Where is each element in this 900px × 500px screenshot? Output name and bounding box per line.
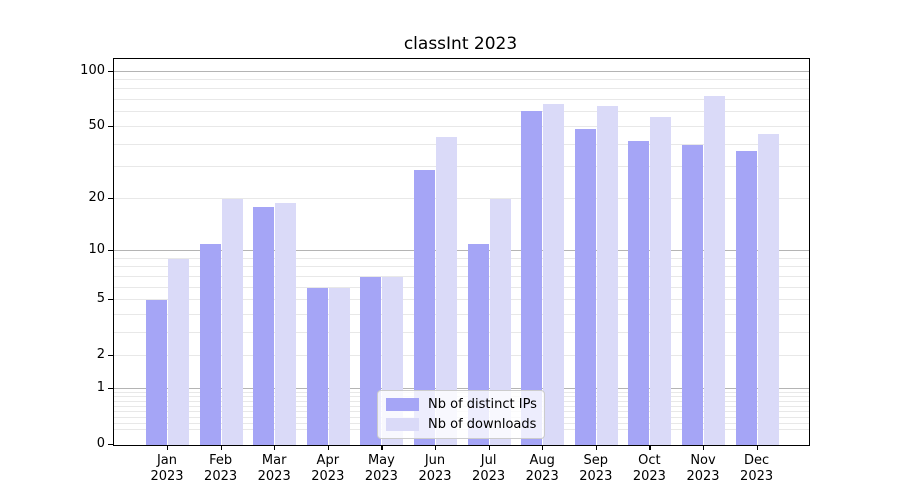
y-tick-label: 1 xyxy=(96,379,105,395)
bar-downloads-mar xyxy=(275,202,297,445)
gridline xyxy=(114,313,809,315)
legend-item: Nb of downloads xyxy=(386,417,537,432)
y-tick-mark xyxy=(108,250,113,252)
bar-downloads-apr xyxy=(328,287,350,445)
bar-downloads-jun xyxy=(436,137,457,445)
x-tick-mark xyxy=(595,445,598,450)
x-tick-label-jan: Jan 2023 xyxy=(150,453,184,484)
y-tick-label: 2 xyxy=(96,347,105,363)
plot-area xyxy=(113,58,810,446)
y-tick-label: 50 xyxy=(88,117,105,133)
bar-downloads-jul xyxy=(489,198,511,445)
gridline xyxy=(114,286,809,288)
x-tick-label-may: May 2023 xyxy=(364,453,398,484)
gridline xyxy=(114,250,809,251)
bar-downloads-jan xyxy=(168,258,189,445)
x-tick-label-mar: Mar 2023 xyxy=(257,453,291,484)
legend-swatch xyxy=(386,418,419,431)
x-tick-mark xyxy=(381,445,383,450)
gridline xyxy=(114,266,809,268)
x-tick-mark xyxy=(703,445,705,450)
x-tick-mark xyxy=(435,445,437,450)
bar-downloads-aug xyxy=(543,103,565,445)
y-tick-label: 0 xyxy=(96,436,105,451)
bar-distinct-ips-dec xyxy=(735,150,757,445)
x-tick-label-aug: Aug 2023 xyxy=(525,453,559,484)
y-tick-mark xyxy=(108,70,113,72)
gridline xyxy=(114,70,809,72)
gridline xyxy=(114,166,809,168)
x-tick-mark xyxy=(488,445,490,450)
bar-distinct-ips-jun xyxy=(414,169,435,445)
x-tick-mark xyxy=(220,445,222,450)
x-tick-mark xyxy=(167,445,169,450)
y-tick-mark xyxy=(108,299,113,301)
gridline xyxy=(114,387,809,389)
gridline xyxy=(114,299,809,300)
x-tick-mark xyxy=(274,445,276,450)
gridline xyxy=(114,79,809,80)
gridline xyxy=(114,257,809,259)
x-tick-label-feb: Feb 2023 xyxy=(204,453,238,484)
x-tick-mark xyxy=(649,445,651,450)
gridline xyxy=(114,111,809,113)
x-tick-label-oct: Oct 2023 xyxy=(632,453,666,484)
bar-distinct-ips-aug xyxy=(521,111,543,445)
gridline xyxy=(114,197,809,199)
legend-swatch xyxy=(386,398,419,411)
bar-distinct-ips-jan xyxy=(146,300,167,445)
y-tick-label: 5 xyxy=(96,291,105,307)
bar-downloads-sep xyxy=(596,106,618,445)
y-tick-label: 10 xyxy=(88,241,105,257)
x-tick-mark xyxy=(756,445,758,450)
x-tick-label-apr: Apr 2023 xyxy=(311,453,345,484)
x-tick-mark xyxy=(327,445,330,450)
y-tick-label: 100 xyxy=(80,62,105,78)
gridline xyxy=(114,125,809,127)
gridline xyxy=(114,275,809,277)
bar-downloads-feb xyxy=(221,198,243,445)
bar-downloads-nov xyxy=(704,95,725,445)
legend-label: Nb of distinct IPs xyxy=(428,397,537,412)
y-tick-label: 20 xyxy=(88,189,105,205)
x-tick-label-nov: Nov 2023 xyxy=(686,453,720,484)
chart-title: classInt 2023 xyxy=(403,34,518,54)
x-tick-label-jul: Jul 2023 xyxy=(472,453,506,484)
bar-distinct-ips-mar xyxy=(253,206,275,445)
bar-distinct-ips-feb xyxy=(199,243,221,445)
legend: Nb of distinct IPs Nb of downloads xyxy=(377,390,545,439)
gridline xyxy=(114,143,809,145)
bar-distinct-ips-oct xyxy=(628,140,650,445)
bar-distinct-ips-may xyxy=(360,276,382,445)
y-tick-mark xyxy=(108,444,113,446)
bar-distinct-ips-nov xyxy=(682,144,703,445)
y-tick-mark xyxy=(108,125,113,128)
x-tick-label-jun: Jun 2023 xyxy=(418,453,452,484)
bar-downloads-oct xyxy=(650,116,672,445)
bar-distinct-ips-apr xyxy=(306,287,328,445)
legend-label: Nb of downloads xyxy=(428,417,537,432)
x-tick-label-sep: Sep 2023 xyxy=(579,453,613,484)
gridline xyxy=(114,331,809,333)
y-tick-mark xyxy=(108,387,113,390)
x-tick-mark xyxy=(542,445,544,450)
y-tick-mark xyxy=(108,197,113,199)
gridline xyxy=(114,88,809,90)
gridline xyxy=(114,355,809,357)
y-tick-mark xyxy=(108,355,113,357)
legend-item: Nb of distinct IPs xyxy=(386,397,537,412)
bar-distinct-ips-sep xyxy=(574,128,596,445)
bar-downloads-dec xyxy=(757,133,779,445)
gridline xyxy=(114,99,809,101)
x-tick-label-dec: Dec 2023 xyxy=(740,453,774,484)
